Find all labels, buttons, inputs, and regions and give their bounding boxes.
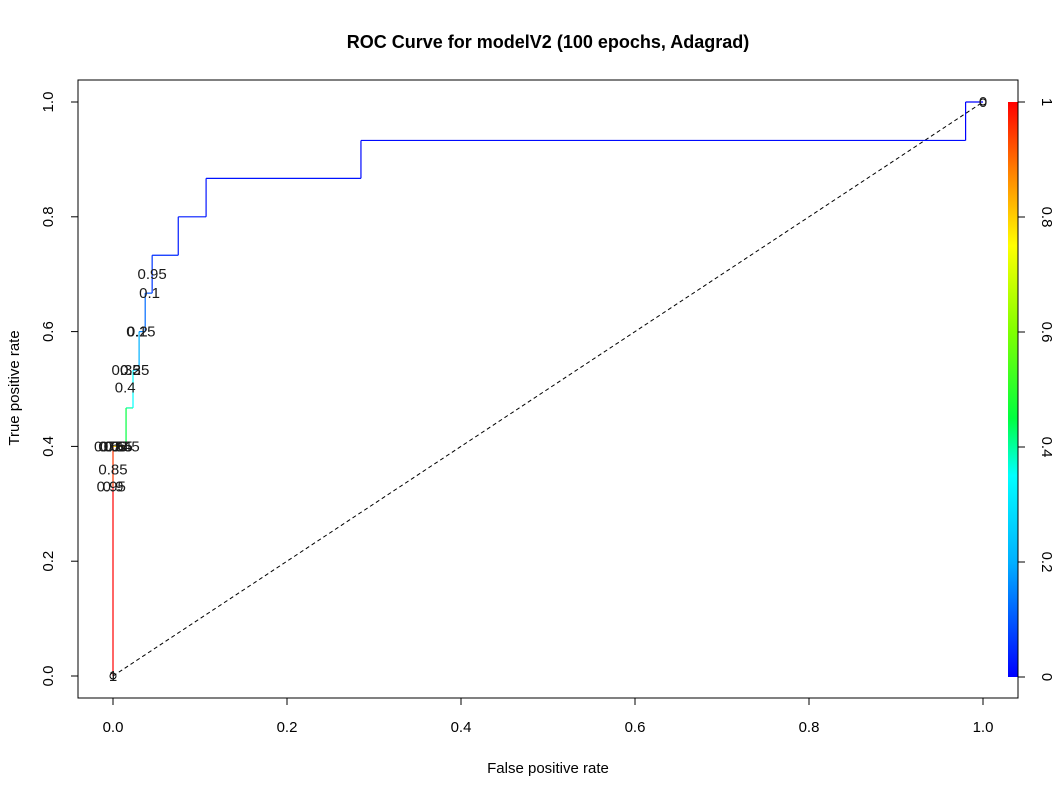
y-tick-label: 0.0 <box>40 666 57 687</box>
colorbar-tick-label: 0.2 <box>1038 552 1055 573</box>
colorbar-tick-label: 0 <box>1038 673 1055 681</box>
cutoff-label: 0.95 <box>97 479 126 496</box>
chart-title: ROC Curve for modelV2 (100 epochs, Adagr… <box>347 32 749 52</box>
cutoff-label: 1 <box>109 668 117 685</box>
x-tick-label: 0.8 <box>799 719 820 736</box>
colorbar-tick-label: 1 <box>1038 98 1055 106</box>
roc-point <box>979 98 987 106</box>
cutoff-label: 0.95 <box>138 266 167 283</box>
x-tick-label: 1.0 <box>973 719 994 736</box>
cutoff-label: 0.65 <box>98 438 127 455</box>
cutoff-label: 0.25 <box>120 362 149 379</box>
x-tick-label: 0.2 <box>277 719 298 736</box>
chance-diagonal <box>112 101 984 677</box>
colorbar-tick-label: 0.4 <box>1038 437 1055 458</box>
x-axis: 0.0 0.2 0.4 0.6 0.8 1.0 <box>103 697 994 736</box>
cutoff-label: 0.4 <box>115 379 136 396</box>
y-tick-label: 0.4 <box>40 436 57 457</box>
cutoff-label: 0.35 <box>111 362 140 379</box>
colorbar-tick-label: 0.8 <box>1038 207 1055 228</box>
y-tick-label: 0.8 <box>40 206 57 227</box>
cutoff-label: 0.85 <box>98 461 127 478</box>
y-axis: 0.0 0.2 0.4 0.6 0.8 1.0 <box>40 92 79 687</box>
diagonal-line <box>112 101 984 677</box>
cutoff-label: 0.55 <box>104 438 133 455</box>
cutoff-label: 0.6 <box>105 438 126 455</box>
x-axis-label: False positive rate <box>487 760 609 777</box>
cutoff-label: 0.3 <box>120 362 141 379</box>
roc-curve <box>109 98 987 680</box>
x-tick-label: 0.4 <box>451 719 472 736</box>
x-tick-label: 0.0 <box>103 719 124 736</box>
y-tick-label: 0.2 <box>40 551 57 572</box>
cutoff-label: 0.7 <box>100 438 121 455</box>
y-axis-label: True positive rate <box>6 330 23 445</box>
cutoff-label: 0.45 <box>111 438 140 455</box>
x-tick-label: 0.6 <box>625 719 646 736</box>
colorbar-axis: 0 0.2 0.4 0.6 0.8 1 <box>1017 98 1055 681</box>
roc-point <box>109 672 117 680</box>
colorbar <box>1008 102 1018 677</box>
cutoff-labels: 0.950.10.150.20.250.30.350.40.450.50.550… <box>94 94 987 685</box>
cutoff-label: 0.9 <box>103 479 124 496</box>
colorbar-tick-label: 0.6 <box>1038 322 1055 343</box>
cutoff-label: 0.75 <box>94 438 123 455</box>
cutoff-label: 0.2 <box>127 324 148 341</box>
cutoff-label: 0.1 <box>139 285 160 302</box>
cutoff-label: 0.5 <box>111 438 132 455</box>
cutoff-label: 0.15 <box>126 324 155 341</box>
cutoff-label: 0 <box>979 94 987 111</box>
y-tick-label: 0.6 <box>40 321 57 342</box>
y-tick-label: 1.0 <box>40 92 57 113</box>
